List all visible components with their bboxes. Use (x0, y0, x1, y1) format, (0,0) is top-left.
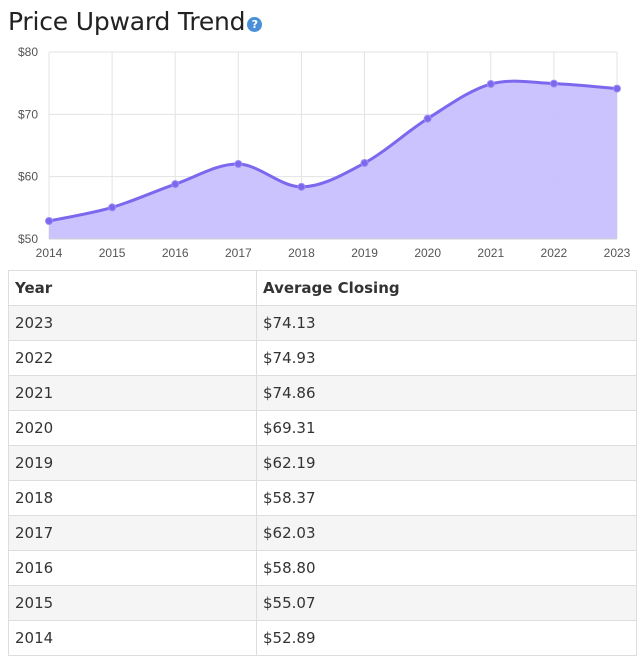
x-tick-label: 2019 (351, 246, 378, 260)
title-row: Price Upward Trend ? (8, 2, 263, 40)
y-tick-label: $70 (18, 107, 38, 121)
table-row: 2022 $74.93 (8, 340, 637, 376)
x-tick-label: 2020 (414, 246, 441, 260)
table-row: 2018 $58.37 (8, 480, 637, 516)
data-point (45, 216, 53, 225)
table-row: 2016 $58.80 (8, 550, 637, 586)
cell-year: 2023 (8, 305, 257, 341)
y-tick-label: $50 (18, 232, 38, 246)
data-point (297, 182, 306, 191)
cell-average-closing: $74.13 (256, 305, 637, 341)
y-tick-label: $60 (18, 170, 38, 184)
price-table: Year Average Closing 2023 $74.13 2022 $74.… (8, 270, 637, 656)
series-line (48, 79, 618, 223)
table-row: 2015 $55.07 (8, 585, 637, 621)
table-row: 2021 $74.86 (8, 375, 637, 411)
x-tick-label: 2022 (541, 246, 568, 260)
data-point (234, 160, 243, 169)
cell-average-closing: $62.03 (256, 515, 637, 551)
cell-average-closing: $74.86 (256, 375, 637, 411)
x-tick-label: 2021 (477, 246, 504, 260)
cell-year: 2020 (8, 410, 257, 446)
data-point (360, 159, 369, 168)
table-row: 2019 $62.19 (8, 445, 637, 481)
cell-year: 2014 (8, 620, 257, 656)
cell-average-closing: $52.89 (256, 620, 637, 656)
column-header-year: Year (8, 270, 257, 306)
cell-average-closing: $74.93 (256, 340, 637, 376)
data-point (423, 114, 432, 123)
table-row: 2023 $74.13 (8, 305, 637, 341)
cell-average-closing: $58.37 (256, 480, 637, 516)
cell-year: 2017 (8, 515, 257, 551)
cell-average-closing: $55.07 (256, 585, 637, 621)
table-row: 2014 $52.89 (8, 620, 637, 656)
data-point (549, 79, 558, 88)
x-tick-label: 2023 (604, 246, 631, 260)
page-title: Price Upward Trend (8, 6, 246, 36)
table-header-row: Year Average Closing (8, 270, 637, 306)
data-point (613, 84, 621, 93)
cell-year: 2018 (8, 480, 257, 516)
table-row: 2020 $69.31 (8, 410, 637, 446)
x-tick-label: 2015 (99, 246, 126, 260)
cell-average-closing: $58.80 (256, 550, 637, 586)
table-row: 2017 $62.03 (8, 515, 637, 551)
cell-average-closing: $62.19 (256, 445, 637, 481)
x-tick-label: 2014 (36, 246, 63, 260)
data-point (486, 80, 495, 89)
column-header-average-closing: Average Closing (256, 270, 637, 306)
x-tick-label: 2016 (162, 246, 189, 260)
cell-year: 2021 (8, 375, 257, 411)
data-point (171, 180, 180, 189)
cell-year: 2015 (8, 585, 257, 621)
price-trend-chart: $50 $60 $70 $80 2014 2015 2016 2017 2018 2019 2020… (18, 45, 631, 260)
x-tick-label: 2017 (225, 246, 252, 260)
series-area-fill (49, 81, 617, 240)
question-circle-icon[interactable]: ? (247, 16, 263, 32)
cell-year: 2022 (8, 340, 257, 376)
y-tick-label: $80 (18, 45, 38, 59)
cell-year: 2016 (8, 550, 257, 586)
x-tick-label: 2018 (288, 246, 315, 260)
data-point (108, 203, 117, 212)
cell-average-closing: $69.31 (256, 410, 637, 446)
cell-year: 2019 (8, 445, 257, 481)
